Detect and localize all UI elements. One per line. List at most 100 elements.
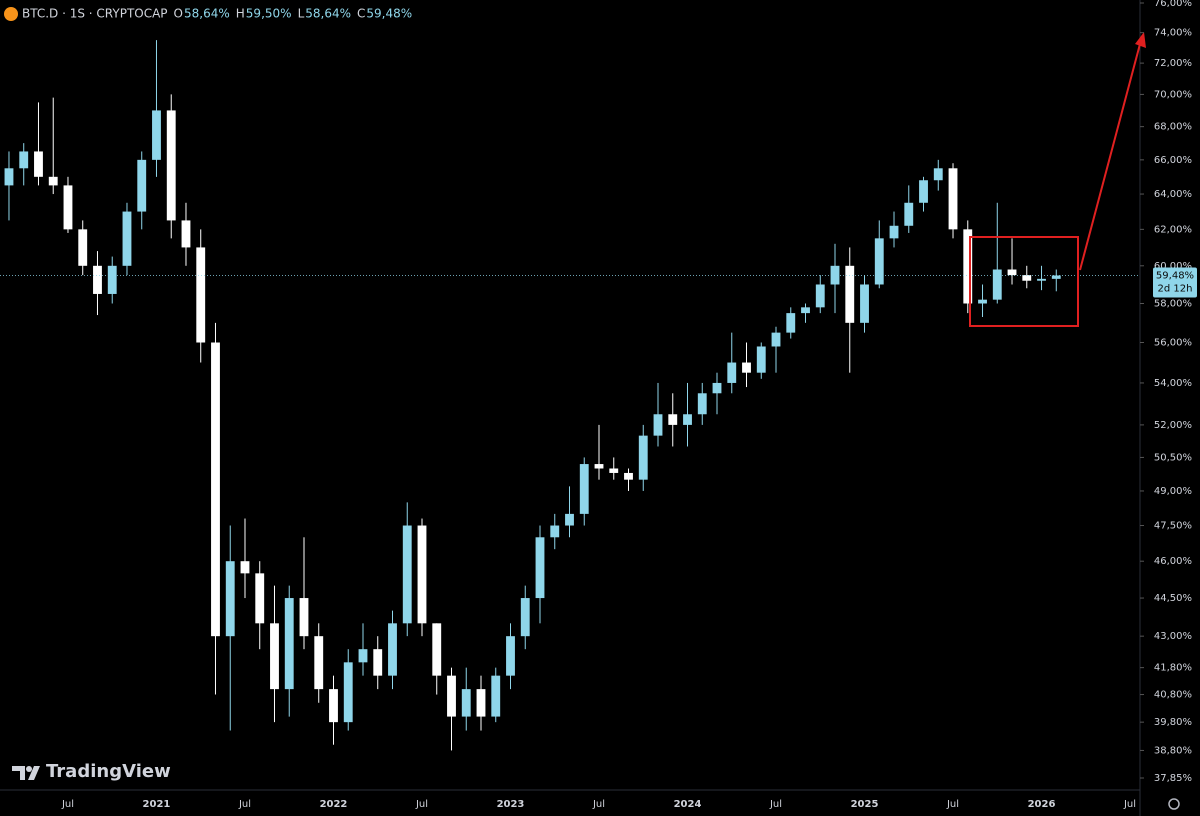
candle-body bbox=[122, 211, 132, 266]
x-tick-label: Jul bbox=[769, 799, 782, 810]
candle-body bbox=[1022, 275, 1032, 281]
y-tick-label: 37,85% bbox=[1154, 773, 1192, 784]
candle-body bbox=[1007, 269, 1017, 276]
x-tick-label: 2023 bbox=[497, 799, 525, 810]
candle-body bbox=[417, 525, 427, 624]
candle-body bbox=[166, 110, 176, 221]
candle-body bbox=[284, 598, 294, 690]
candle-body bbox=[19, 151, 29, 169]
candle-body bbox=[270, 623, 279, 690]
candle-body bbox=[137, 159, 147, 212]
candle-body bbox=[889, 225, 899, 239]
y-tick-label: 64,00% bbox=[1154, 189, 1192, 200]
logo-mark bbox=[12, 766, 40, 780]
candle-body bbox=[329, 689, 338, 723]
y-tick-label: 38,80% bbox=[1154, 745, 1192, 756]
candle-body bbox=[978, 299, 987, 304]
y-tick-label: 62,00% bbox=[1154, 224, 1192, 235]
candle-body bbox=[771, 332, 781, 347]
candle-body bbox=[550, 525, 560, 538]
y-tick-label: 60,00% bbox=[1154, 261, 1192, 272]
y-tick-label: 58,00% bbox=[1154, 298, 1192, 309]
candle-body bbox=[845, 265, 855, 323]
candle-body bbox=[373, 649, 383, 676]
plot bbox=[0, 40, 1140, 751]
candle-body bbox=[4, 168, 14, 186]
candle-body bbox=[299, 598, 309, 637]
x-tick-label: Jul bbox=[415, 799, 428, 810]
candle-body bbox=[107, 265, 117, 294]
candle-body bbox=[904, 202, 914, 226]
candle-body bbox=[756, 346, 766, 373]
candle-body bbox=[742, 362, 751, 373]
candle-body bbox=[874, 238, 884, 285]
candle-body bbox=[992, 269, 1002, 300]
gear[interactable] bbox=[1168, 798, 1180, 810]
y-tick-label: 49,00% bbox=[1154, 486, 1192, 497]
ohlc-value: 59,50% bbox=[246, 7, 292, 21]
y-tick-label: 40,80% bbox=[1154, 690, 1192, 701]
symbol: BTC.D · 1S · CRYPTOCAP bbox=[22, 7, 168, 21]
last-price-box bbox=[1153, 267, 1197, 298]
y-tick-label: 70,00% bbox=[1154, 89, 1192, 100]
candle-body bbox=[358, 649, 368, 663]
candle-body bbox=[240, 561, 250, 574]
candle-body bbox=[506, 636, 515, 676]
y-tick-label: 50,50% bbox=[1154, 452, 1192, 463]
ohlc-value: 59,48% bbox=[366, 7, 412, 21]
candle-body bbox=[255, 573, 265, 624]
candle-body bbox=[196, 247, 206, 343]
ohlc-value: 58,64% bbox=[305, 7, 351, 21]
y-tick-label: 68,00% bbox=[1154, 122, 1192, 133]
y-tick-label: 41,80% bbox=[1154, 663, 1192, 674]
candle-body bbox=[447, 675, 456, 717]
arrow-head bbox=[1135, 32, 1146, 48]
candle-body bbox=[34, 151, 43, 177]
candle-body bbox=[609, 468, 619, 473]
candle-body bbox=[211, 342, 220, 637]
x-tick-label: Jul bbox=[238, 799, 251, 810]
ohlc-key: H bbox=[236, 7, 245, 21]
y-tick-label: 43,00% bbox=[1154, 631, 1192, 642]
candle-body bbox=[402, 525, 412, 624]
x-tick-label: Jul bbox=[1123, 799, 1136, 810]
y-tick-label: 56,00% bbox=[1154, 338, 1192, 349]
y-tick-label: 47,50% bbox=[1154, 521, 1192, 532]
candle-body bbox=[78, 229, 88, 266]
candle-body bbox=[712, 382, 722, 394]
candle-body bbox=[697, 393, 707, 415]
ohlc-key: O bbox=[174, 7, 183, 21]
candle-body bbox=[963, 229, 973, 304]
ohlc-key: L bbox=[298, 7, 305, 21]
countdown: 2d 12h bbox=[1158, 283, 1193, 294]
x-tick-label: Jul bbox=[592, 799, 605, 810]
candle-body bbox=[830, 265, 840, 285]
candle-body bbox=[314, 636, 324, 690]
candle-body bbox=[476, 689, 486, 717]
last-price-label: 59,48% bbox=[1156, 270, 1194, 281]
y-tick-label: 39,80% bbox=[1154, 717, 1192, 728]
candle-body bbox=[786, 313, 796, 333]
candle-body bbox=[520, 598, 530, 637]
watermark: TradingView bbox=[46, 761, 171, 782]
candle-body bbox=[727, 362, 737, 383]
y-tick-label: 76,00% bbox=[1154, 0, 1192, 9]
candle-body bbox=[152, 110, 161, 160]
candle-body bbox=[815, 284, 825, 308]
y-tick-label: 54,00% bbox=[1154, 378, 1192, 389]
candle-body bbox=[1051, 275, 1061, 279]
x-tick-label: 2024 bbox=[674, 799, 702, 810]
x-tick-label: 2021 bbox=[143, 799, 171, 810]
settings-icon[interactable] bbox=[1168, 798, 1180, 810]
candle-body bbox=[683, 414, 692, 425]
arrow-shaft bbox=[1079, 43, 1141, 271]
candle-body bbox=[638, 435, 648, 480]
candle-body bbox=[432, 623, 442, 676]
y-tick-label: 46,00% bbox=[1154, 556, 1192, 567]
candle-body bbox=[343, 662, 353, 723]
symbol-icon bbox=[4, 7, 18, 21]
candle-body bbox=[461, 689, 471, 717]
